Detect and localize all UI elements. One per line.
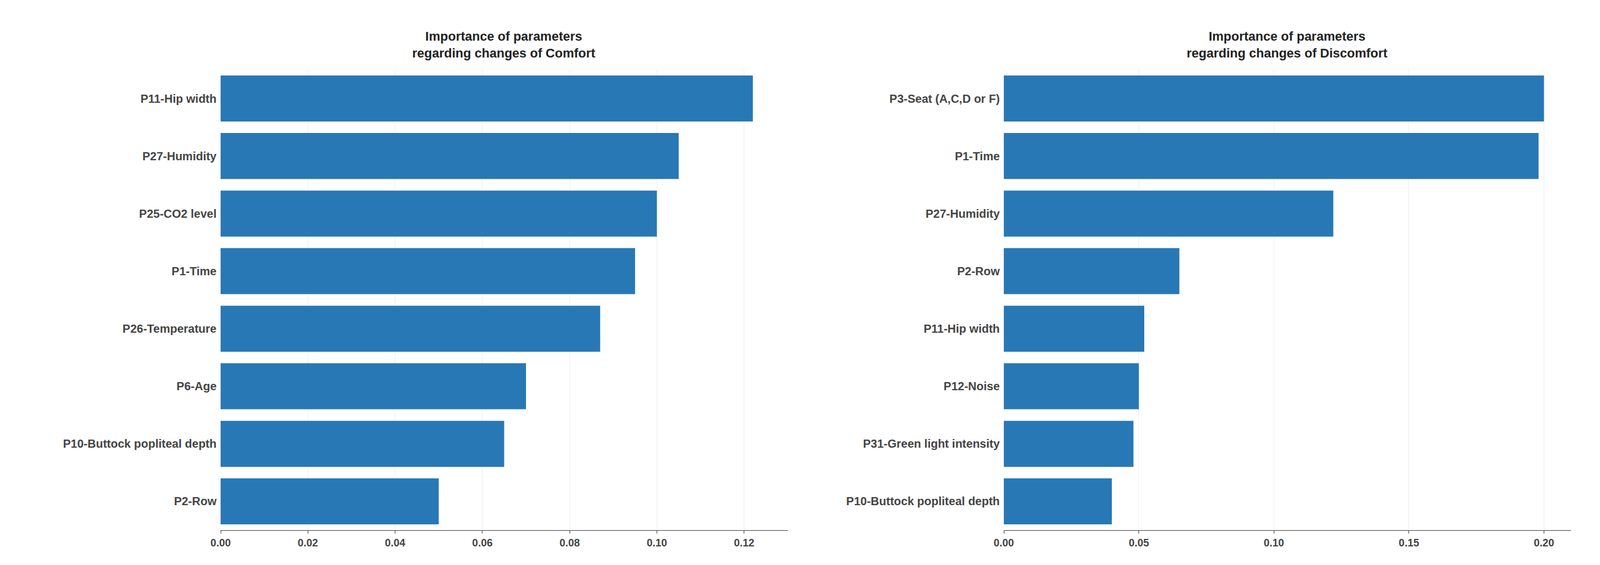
svg-text:P27-Humidity: P27-Humidity [925, 207, 1001, 221]
svg-text:0.06: 0.06 [471, 537, 493, 549]
svg-text:P10-Buttock popliteal depth: P10-Buttock popliteal depth [63, 437, 217, 450]
svg-text:P31-Green light intensity: P31-Green light intensity [862, 437, 1000, 450]
svg-text:0.10: 0.10 [646, 537, 668, 549]
svg-text:0.04: 0.04 [384, 537, 406, 549]
svg-text:Importance of parametersregard: Importance of parametersregarding change… [412, 29, 596, 61]
svg-text:P2-Row: P2-Row [957, 264, 1001, 278]
svg-text:0.02: 0.02 [297, 537, 319, 549]
svg-text:0.10: 0.10 [1263, 537, 1285, 549]
svg-text:P6-Age: P6-Age [176, 379, 217, 393]
svg-text:P11-Hip width: P11-Hip width [140, 92, 217, 106]
svg-text:0.12: 0.12 [733, 537, 755, 549]
svg-text:0.15: 0.15 [1398, 537, 1419, 549]
svg-text:0.05: 0.05 [1128, 537, 1149, 549]
svg-text:0.08: 0.08 [559, 537, 580, 549]
svg-text:P11-Hip width: P11-Hip width [923, 322, 1000, 335]
svg-text:0.00: 0.00 [210, 537, 231, 549]
svg-text:P27-Humidity: P27-Humidity [142, 149, 218, 163]
svg-text:P12-Noise: P12-Noise [943, 379, 1000, 393]
svg-text:0.20: 0.20 [1533, 537, 1555, 549]
svg-text:0.00: 0.00 [993, 537, 1015, 549]
svg-text:P26-Temperature: P26-Temperature [122, 322, 217, 335]
svg-text:Importance of parametersregard: Importance of parametersregarding change… [1186, 29, 1389, 61]
svg-text:P2-Row: P2-Row [174, 494, 218, 508]
svg-text:P3-Seat (A,C,D or F): P3-Seat (A,C,D or F) [889, 92, 1000, 106]
svg-text:P10-Buttock popliteal depth: P10-Buttock popliteal depth [846, 494, 1000, 508]
svg-text:P25-CO2 level: P25-CO2 level [139, 207, 217, 221]
svg-text:P1-Time: P1-Time [171, 264, 217, 278]
svg-text:P1-Time: P1-Time [955, 149, 1000, 163]
